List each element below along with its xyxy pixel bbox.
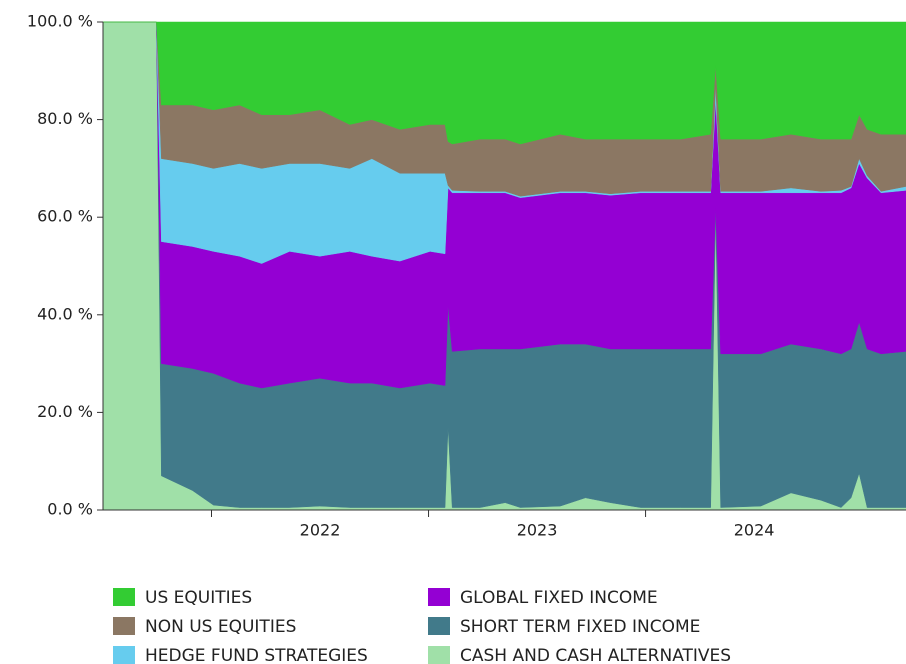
legend-swatch <box>428 588 450 606</box>
legend-swatch <box>113 588 135 606</box>
x-tick-label: 2023 <box>517 521 558 540</box>
legend-label: US EQUITIES <box>145 588 252 608</box>
y-tick-label: 80.0 % <box>37 109 93 128</box>
legend-label: CASH AND CASH ALTERNATIVES <box>460 646 731 664</box>
legend-label: HEDGE FUND STRATEGIES <box>145 646 368 664</box>
x-tick-label: 2022 <box>300 521 341 540</box>
legend-swatch <box>428 617 450 635</box>
y-tick-label: 0.0 % <box>47 500 93 519</box>
legend-swatch <box>113 646 135 664</box>
y-tick-label: 40.0 % <box>37 304 93 323</box>
legend-swatch <box>428 646 450 664</box>
legend-label: NON US EQUITIES <box>145 617 296 637</box>
legend-swatch <box>113 617 135 635</box>
legend-label: GLOBAL FIXED INCOME <box>460 588 658 608</box>
y-tick-label: 100.0 % <box>27 12 93 31</box>
legend-label: SHORT TERM FIXED INCOME <box>460 617 700 637</box>
y-tick-label: 20.0 % <box>37 402 93 421</box>
x-tick-label: 2024 <box>734 521 775 540</box>
area <box>103 21 906 145</box>
y-tick-label: 60.0 % <box>37 207 93 226</box>
